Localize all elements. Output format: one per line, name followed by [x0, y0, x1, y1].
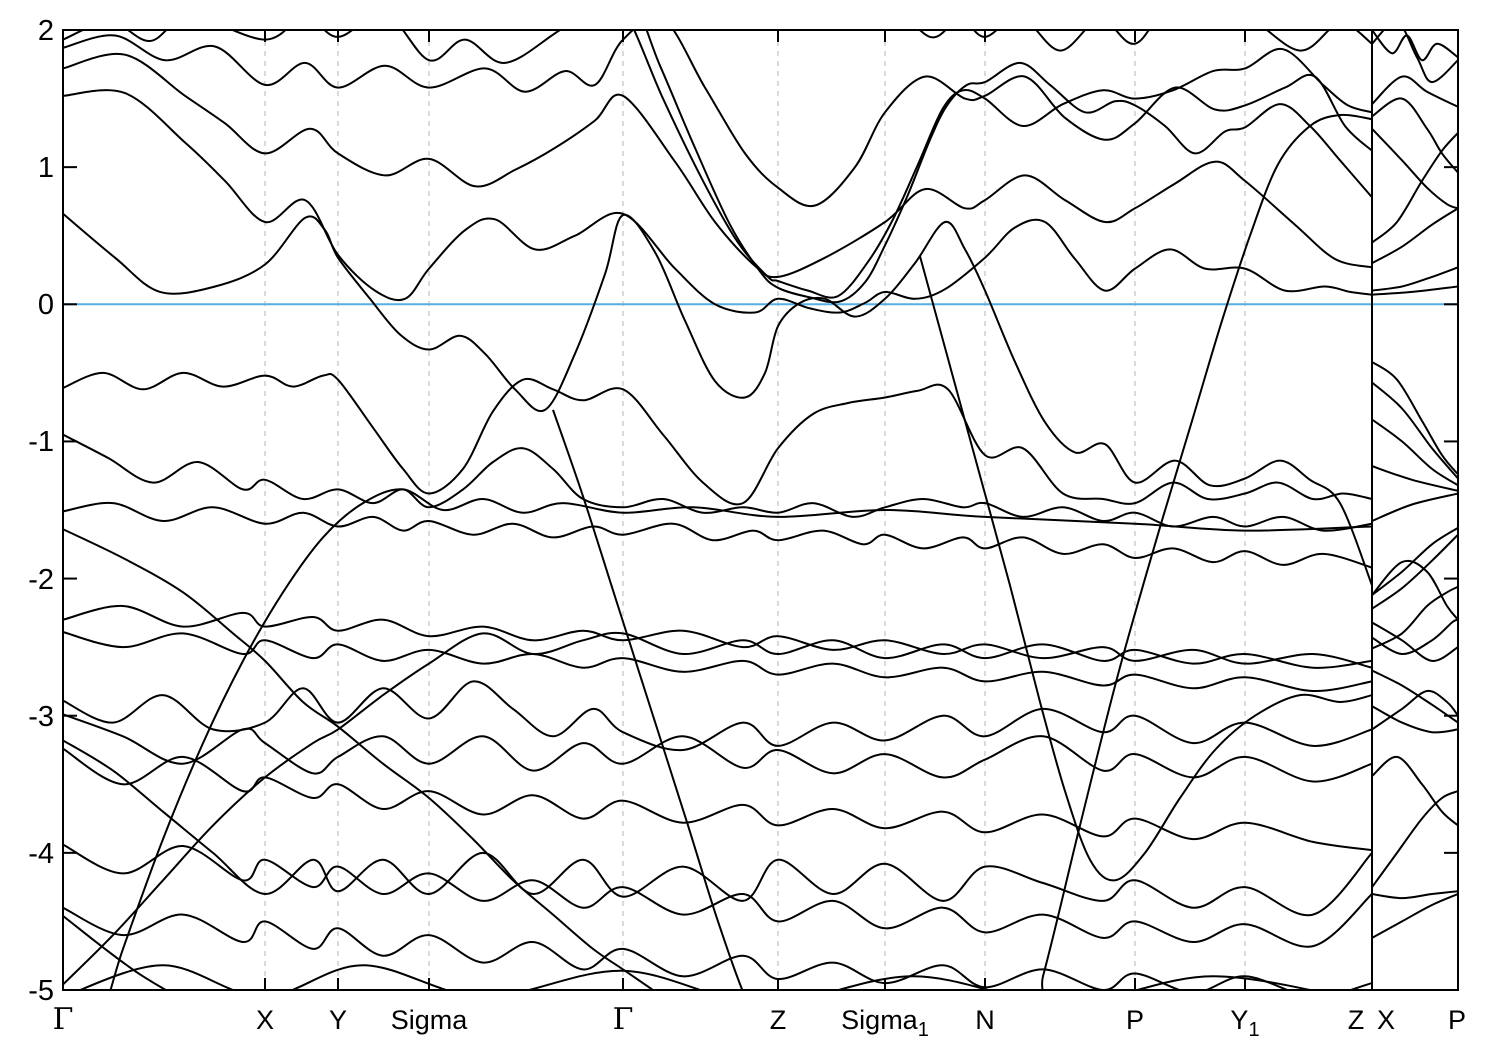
- x-label-x: X: [256, 1005, 274, 1035]
- band-curve: [1373, 534, 1457, 610]
- band-curve: [64, 433, 1371, 532]
- band-curves-main: [64, 31, 1371, 989]
- band-curve: [64, 528, 654, 989]
- band-curve: [1373, 31, 1457, 84]
- band-curve: [1373, 890, 1457, 900]
- x-label-sigma1-subscript: 1: [918, 1019, 929, 1041]
- band-curve: [1373, 790, 1457, 888]
- band-curve: [64, 748, 1371, 851]
- y-axis-tick-labels: 2 1 0 -1 -2 -3 -4 -5: [28, 15, 54, 1007]
- y-tick-label: -2: [28, 564, 54, 596]
- band-curve: [645, 31, 1371, 304]
- x-label-y1-main: Y: [1230, 1005, 1248, 1035]
- y-tick-label: -4: [28, 838, 54, 870]
- band-curve: [1373, 755, 1457, 826]
- band-curve: [64, 52, 1371, 279]
- band-curve: [1373, 97, 1457, 173]
- x-label-y1: Y1: [1230, 1005, 1259, 1041]
- x-label-z2: Z: [1348, 1005, 1365, 1035]
- band-curve: [633, 31, 1371, 299]
- x-label-gamma2: Γ: [613, 1002, 634, 1037]
- band-curve: [1373, 527, 1457, 596]
- band-curve: [1373, 586, 1457, 650]
- x-label-sigma: Sigma: [391, 1005, 469, 1035]
- second-panel-border: [1371, 29, 1459, 991]
- band-curve: [552, 409, 743, 989]
- band-curve: [1373, 381, 1457, 479]
- band-curve: [1373, 128, 1457, 210]
- plot-frame: [62, 29, 1459, 991]
- band-curve: [1373, 361, 1457, 475]
- band-curve: [64, 631, 1371, 693]
- band-curve: [64, 501, 1371, 569]
- x-axis-kpoint-labels: Γ X Y Sigma Γ Z Sigma1 N P Y1 Z X P: [53, 1002, 1466, 1041]
- x-label-p: P: [1126, 1005, 1144, 1035]
- band-curve: [64, 604, 1371, 669]
- x-label-gamma: Γ: [53, 1002, 74, 1037]
- x-label-z: Z: [770, 1005, 787, 1035]
- band-curve: [64, 680, 1371, 752]
- band-curves-second-panel: [1373, 31, 1457, 939]
- band-curve: [64, 844, 1371, 948]
- band-curve: [1041, 113, 1371, 989]
- band-curve: [64, 371, 1371, 506]
- band-curve: [1373, 492, 1457, 522]
- band-curve: [64, 89, 1371, 314]
- x-label-y: Y: [329, 1005, 347, 1035]
- band-curve: [1373, 465, 1457, 492]
- y-tick-label: 1: [38, 152, 54, 184]
- vertical-gridlines: [264, 31, 1246, 989]
- y-tick-label: -3: [28, 701, 54, 733]
- band-curve: [64, 713, 1371, 783]
- band-curve: [1373, 207, 1457, 264]
- band-curve: [1373, 621, 1457, 662]
- band-curve: [1373, 31, 1457, 62]
- band-curve: [1373, 266, 1457, 292]
- band-curve: [1373, 559, 1457, 621]
- band-curve: [1373, 689, 1457, 730]
- x-label-sigma1: Sigma1: [841, 1005, 929, 1041]
- axis-ticks: [63, 30, 1458, 990]
- band-curve: [64, 739, 1371, 917]
- band-curve: [64, 31, 1371, 64]
- band-curve: [64, 907, 1371, 989]
- x-label-n: N: [975, 1005, 995, 1035]
- band-curve: [1373, 285, 1457, 296]
- y-tick-label: -1: [28, 426, 54, 458]
- x-label-p2: P: [1448, 1005, 1466, 1035]
- band-curve: [1373, 705, 1457, 734]
- x-label-sigma1-main: Sigma: [841, 1005, 919, 1035]
- x-label-x2: X: [1377, 1005, 1395, 1035]
- band-curve: [1373, 618, 1457, 656]
- y-tick-label: 0: [38, 289, 54, 321]
- band-curve: [1373, 893, 1457, 939]
- band-curve: [64, 213, 1371, 586]
- band-curve: [64, 31, 1371, 208]
- band-curve: [919, 256, 1371, 882]
- y-tick-label: 2: [38, 15, 54, 47]
- band-curve: [80, 964, 1311, 989]
- band-curve: [1373, 418, 1457, 486]
- band-curve: [1373, 132, 1457, 244]
- y-tick-label: -5: [28, 975, 54, 1007]
- band-curve: [1373, 75, 1457, 108]
- x-label-y1-subscript: 1: [1248, 1019, 1259, 1041]
